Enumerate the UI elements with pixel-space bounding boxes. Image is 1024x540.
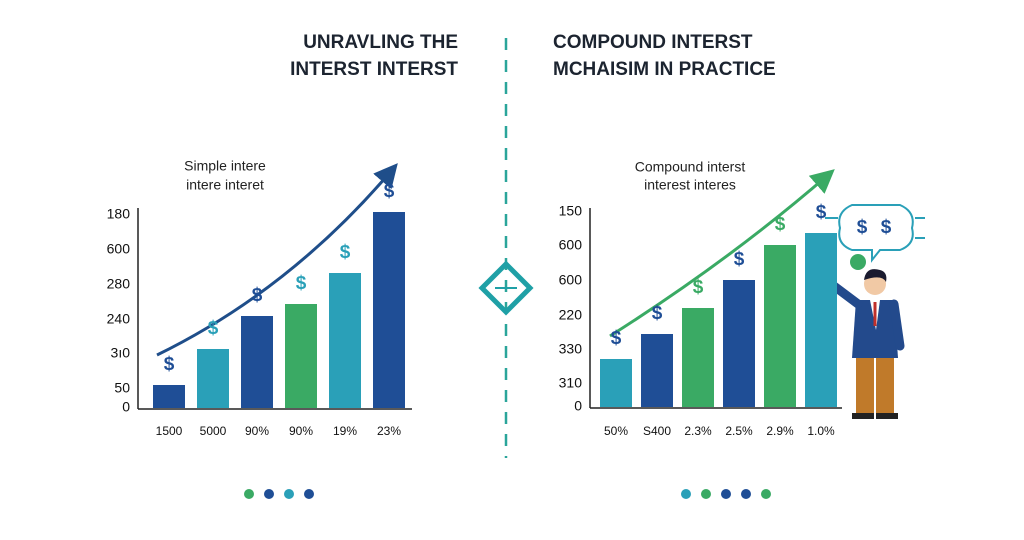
chart-subtitle: intere interet (186, 177, 264, 193)
x-tick-label: 2.9% (766, 424, 794, 438)
bar (153, 385, 185, 408)
dollar-icon: $ (693, 277, 704, 298)
bar (641, 334, 673, 407)
x-tick-label: S400 (643, 424, 671, 438)
bar (285, 304, 317, 408)
x-tick-label: 2.5% (725, 424, 753, 438)
dollar-icon: $ (340, 242, 351, 263)
x-tick-label: 90% (245, 424, 269, 438)
y-tick-label: 180 (107, 206, 131, 222)
y-tick-label: 310 (559, 375, 583, 391)
dollar-icon: $ (652, 303, 663, 324)
center-diamond (478, 260, 534, 316)
bar (723, 280, 755, 407)
x-tick-label: 90% (289, 424, 313, 438)
title: COMPOUND INTERST (553, 32, 753, 53)
pagination-dots (244, 489, 771, 499)
dollar-icon: $ (384, 181, 395, 202)
title: INTERST INTERST (290, 59, 458, 80)
y-tick-label: 0 (122, 399, 130, 415)
x-tick-label: 1500 (156, 424, 183, 438)
y-tick-label: 50 (114, 380, 130, 396)
x-tick-label: 1.0% (807, 424, 835, 438)
bar (682, 308, 714, 407)
dollar-icon: $ (296, 273, 307, 294)
dollar-icon: $ (208, 318, 219, 339)
dollar-icon: $ (734, 249, 745, 270)
bar (241, 316, 273, 408)
x-tick-label: 19% (333, 424, 357, 438)
y-tick-label: 600 (559, 272, 583, 288)
trend-arrow (156, 163, 398, 357)
y-tick-label: 150 (559, 203, 583, 219)
y-tick-label: 600 (559, 237, 583, 253)
title: MCHAISIM IN PRACTICE (553, 59, 776, 80)
chart-subtitle: Simple intere (184, 158, 266, 174)
y-tick-label: 3ı0 (111, 345, 131, 361)
dollar-icon: $ (611, 328, 622, 349)
y-tick-label: 220 (559, 307, 583, 323)
bar (764, 245, 796, 407)
bar (805, 233, 837, 407)
trend-arrow (609, 169, 835, 338)
y-tick-label: 240 (107, 311, 131, 327)
dollar-icon: $ (252, 285, 263, 306)
x-tick-label: 5000 (200, 424, 227, 438)
chart-subtitle: Compound interst (635, 159, 746, 175)
y-tick-label: 280 (107, 276, 131, 292)
bar (373, 212, 405, 408)
y-tick-label: 0 (574, 398, 582, 414)
bar (329, 273, 361, 408)
y-tick-label: 600 (107, 241, 131, 257)
dollar-icon: $ (857, 217, 868, 238)
bar (600, 359, 632, 407)
dollar-icon: $ (881, 217, 892, 238)
dollar-icon: $ (775, 214, 786, 235)
x-tick-label: 23% (377, 424, 401, 438)
dollar-icon: $ (816, 202, 827, 223)
dollar-icon: $ (164, 354, 175, 375)
bar (197, 349, 229, 408)
title: UNRAVLING THE (303, 32, 458, 53)
x-tick-label: 2.3% (684, 424, 712, 438)
person-illustration (825, 204, 925, 419)
x-tick-label: 50% (604, 424, 628, 438)
y-tick-label: 330 (559, 341, 583, 357)
chart-subtitle: interest interes (644, 177, 736, 193)
